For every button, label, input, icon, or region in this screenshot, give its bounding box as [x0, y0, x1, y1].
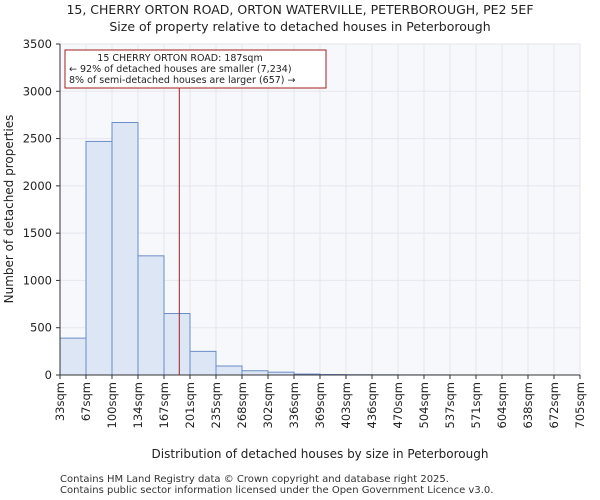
x-tick-label: 268sqm: [235, 382, 249, 428]
x-tick-label: 504sqm: [417, 382, 431, 428]
y-tick-label: 3000: [23, 84, 52, 98]
x-tick-label: 134sqm: [131, 382, 145, 428]
x-tick-label: 470sqm: [391, 382, 405, 428]
x-tick-label: 369sqm: [313, 382, 327, 428]
x-tick-label: 403sqm: [339, 382, 353, 428]
y-tick-label: 3500: [23, 37, 52, 51]
footer-line-1: Contains HM Land Registry data © Crown c…: [60, 474, 449, 485]
x-tick-label: 201sqm: [183, 382, 197, 428]
x-tick-label: 235sqm: [209, 382, 223, 428]
x-tick-label: 33sqm: [53, 382, 67, 421]
x-tick-label: 100sqm: [105, 382, 119, 428]
y-tick-label: 1000: [23, 273, 52, 287]
annotation-line-1: 15 CHERRY ORTON ROAD: 187sqm: [97, 53, 262, 64]
annotation-box: 15 CHERRY ORTON ROAD: 187sqm ← 92% of de…: [64, 49, 327, 89]
bars: [59, 121, 451, 376]
x-tick-label: 67sqm: [79, 382, 93, 421]
histogram-bar: [163, 313, 191, 376]
x-tick-label: 672sqm: [547, 382, 561, 428]
x-tick-label: 571sqm: [469, 382, 483, 428]
histogram-bar: [85, 140, 113, 376]
x-tick-label: 167sqm: [157, 382, 171, 428]
histogram-bar: [215, 365, 243, 376]
x-tick-label: 705sqm: [573, 382, 587, 428]
histogram-bar: [111, 121, 139, 376]
x-tick-label: 436sqm: [365, 382, 379, 428]
histogram-bar: [137, 255, 165, 376]
chart-subtitle: Size of property relative to detached ho…: [109, 19, 491, 34]
x-tick-label: 604sqm: [495, 382, 509, 428]
y-tick-label: 2500: [23, 132, 52, 146]
y-axis-label: Number of detached properties: [2, 115, 16, 304]
x-tick-label: 537sqm: [443, 382, 457, 428]
x-tick-label: 302sqm: [261, 382, 275, 428]
footer-line-2: Contains public sector information licen…: [60, 485, 494, 496]
annotation-line-2: ← 92% of detached houses are smaller (7,…: [69, 64, 292, 75]
chart-title: 15, CHERRY ORTON ROAD, ORTON WATERVILLE,…: [66, 2, 534, 17]
y-tick-label: 1500: [23, 226, 52, 240]
axes: 0 500 1000 1500 2000 2500 3000 3500 33sqm 67sqm 10…: [23, 37, 587, 428]
x-tick-label: 638sqm: [521, 382, 535, 428]
histogram-bar: [241, 370, 269, 376]
y-tick-label: 2000: [23, 179, 52, 193]
x-axis-label: Distribution of detached houses by size …: [152, 447, 489, 461]
y-tick-label: 500: [30, 321, 52, 335]
x-tick-label: 336sqm: [287, 382, 301, 428]
y-tick-label: 0: [45, 368, 52, 382]
annotation-frame: [64, 49, 327, 89]
histogram-bar: [59, 337, 87, 376]
histogram-bar: [189, 350, 217, 376]
annotation-line-3: 8% of semi-detached houses are larger (6…: [69, 75, 296, 86]
